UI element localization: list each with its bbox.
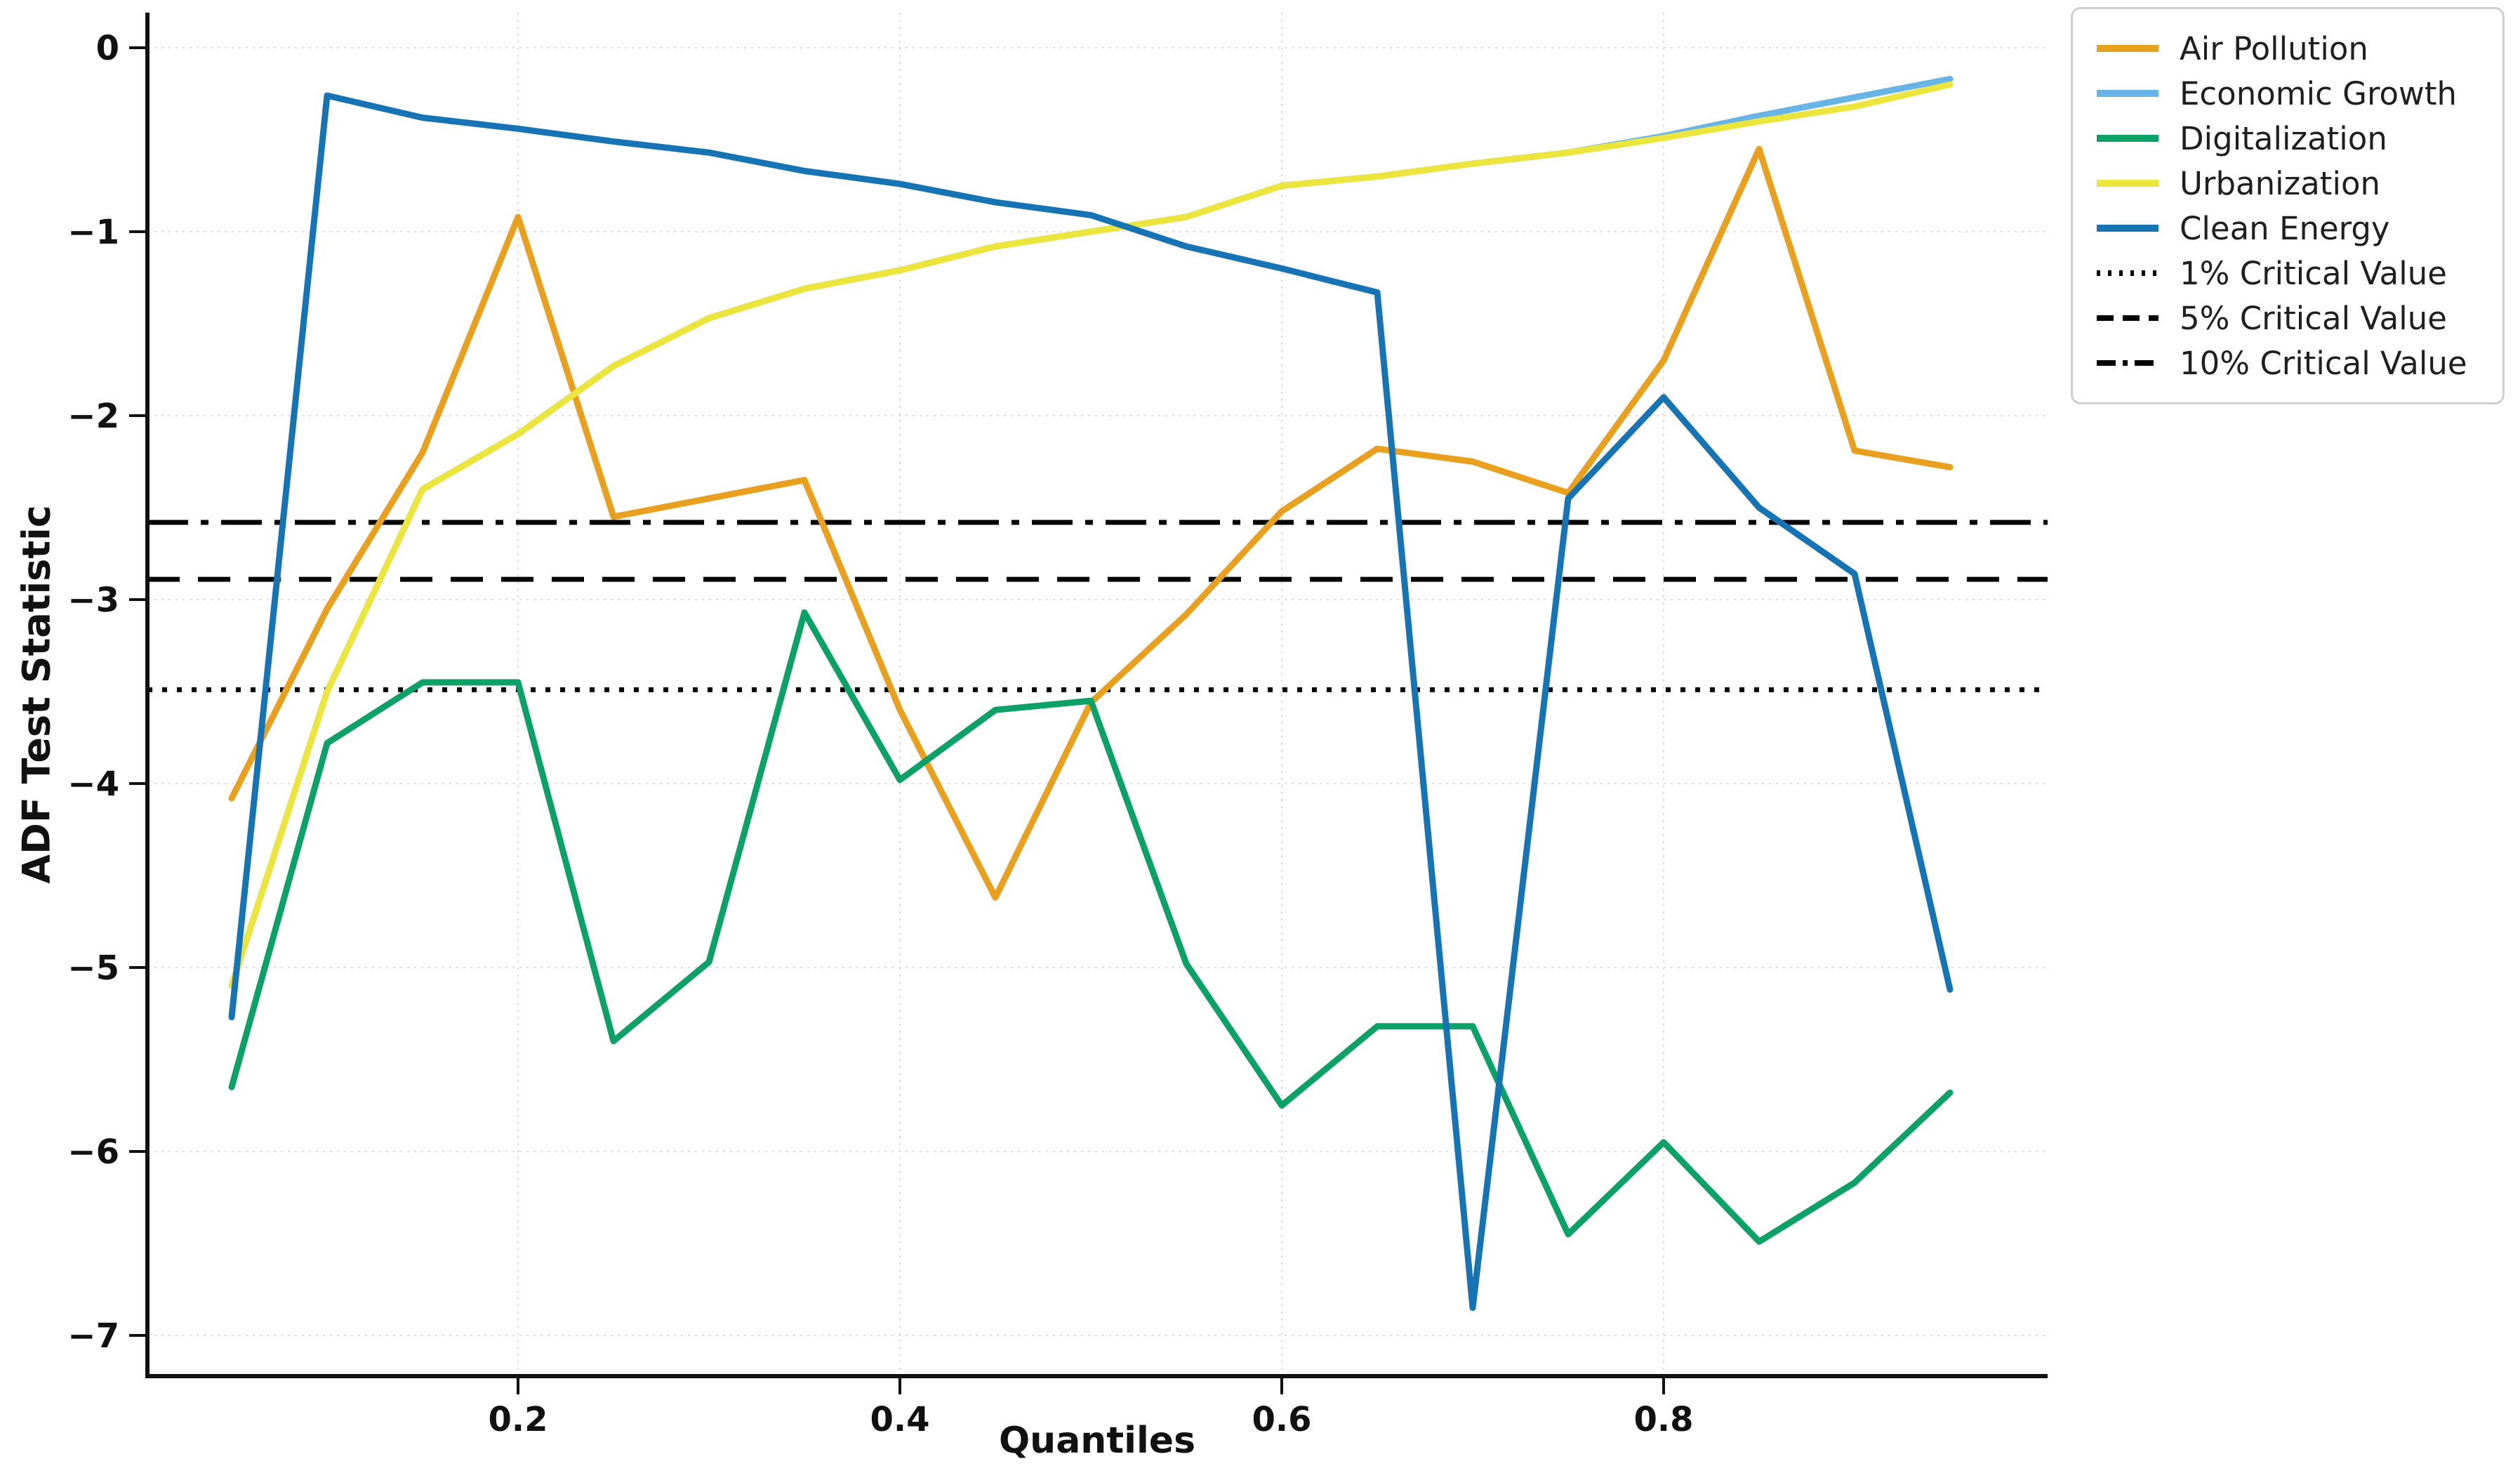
legend-label-digitalization: Digitalization xyxy=(2180,119,2387,157)
x-tick-label: 0.4 xyxy=(870,1400,929,1439)
y-tick-label: −1 xyxy=(67,213,119,252)
legend-swatch-clean-energy-icon xyxy=(2097,225,2158,232)
y-tick-label: −5 xyxy=(67,949,119,988)
legend-item-clean-energy: Clean Energy xyxy=(2095,206,2494,251)
y-tick-label: −3 xyxy=(67,581,119,620)
legend-label-10-critical-value: 10% Critical Value xyxy=(2180,344,2467,382)
legend-item-air-pollution: Air Pollution xyxy=(2095,26,2494,71)
legend-label-clean-energy: Clean Energy xyxy=(2180,209,2390,247)
legend-label-air-pollution: Air Pollution xyxy=(2180,29,2368,67)
legend-swatch-1-critical-value-icon xyxy=(2097,270,2158,276)
y-tick-label: 0 xyxy=(96,29,119,68)
series-line-digitalization xyxy=(228,609,1954,1245)
y-tick-label: −2 xyxy=(67,397,119,436)
y-axis-label: ADF Test Statistic xyxy=(14,505,59,884)
legend-label-urbanization: Urbanization xyxy=(2180,164,2380,202)
legend-item-10-critical-value: 10% Critical Value xyxy=(2095,341,2494,385)
y-tick-label: −6 xyxy=(67,1132,119,1172)
legend-swatch-10-critical-value-icon xyxy=(2097,360,2158,366)
legend-label-1-critical-value: 1% Critical Value xyxy=(2180,254,2447,292)
y-tick-label: −7 xyxy=(67,1316,119,1356)
series-line-urbanization xyxy=(228,81,1954,989)
legend-label-5-critical-value: 5% Critical Value xyxy=(2180,299,2447,337)
legend-swatch-5-critical-value-icon xyxy=(2097,315,2158,321)
legend-swatch-air-pollution-icon xyxy=(2097,45,2158,52)
legend-swatch-digitalization-icon xyxy=(2097,135,2158,142)
legend-item-1-critical-value: 1% Critical Value xyxy=(2095,251,2494,296)
legend-box: Air Pollution Economic Growth Digitalizati… xyxy=(2071,7,2505,404)
legend-item-digitalization: Digitalization xyxy=(2095,116,2494,161)
legend-item-economic-growth: Economic Growth xyxy=(2095,71,2494,116)
legend-swatch-economic-growth-icon xyxy=(2097,90,2158,97)
legend-swatch-urbanization-icon xyxy=(2097,180,2158,187)
legend-label-economic-growth: Economic Growth xyxy=(2180,74,2458,112)
x-tick-label: 0.8 xyxy=(1633,1400,1693,1439)
series-line-clean-energy xyxy=(228,92,1954,1312)
legend-item-urbanization: Urbanization xyxy=(2095,161,2494,206)
y-tick-label: −4 xyxy=(67,765,119,804)
x-axis-label: Quantiles xyxy=(998,1420,1196,1462)
x-tick-label: 0.2 xyxy=(488,1400,548,1439)
x-tick-label: 0.6 xyxy=(1252,1400,1311,1439)
legend-item-5-critical-value: 5% Critical Value xyxy=(2095,296,2494,341)
